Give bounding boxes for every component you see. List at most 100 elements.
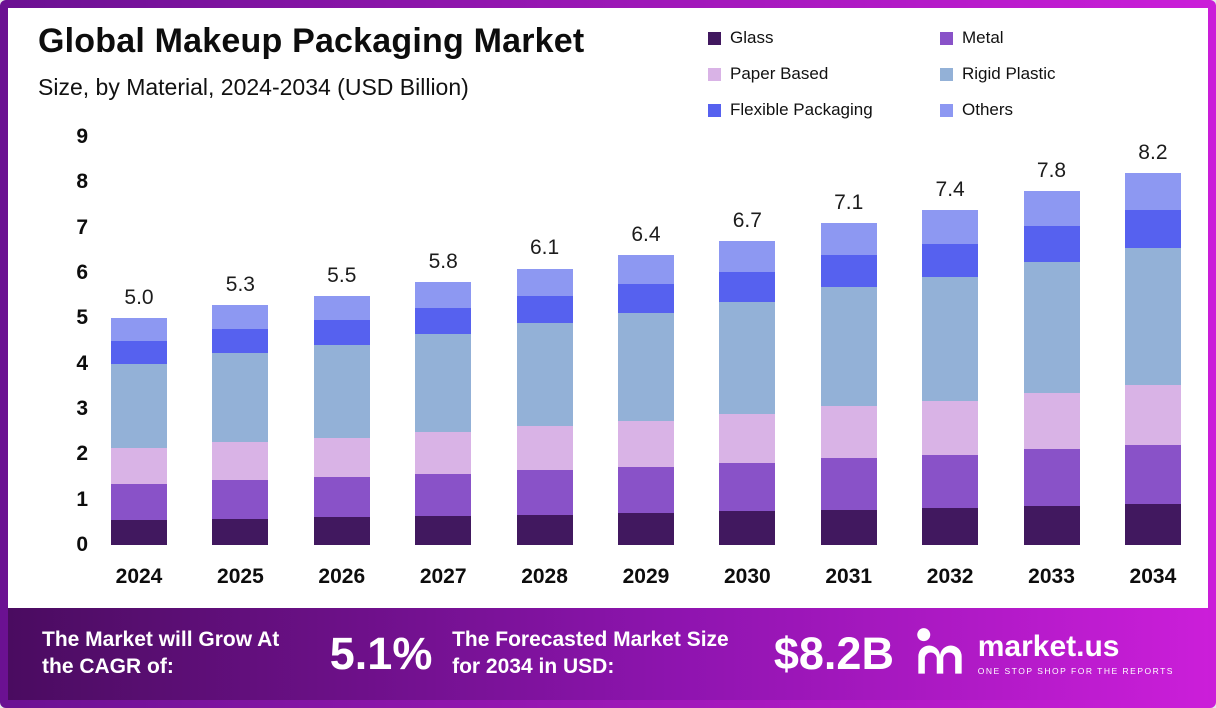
bar-segment-glass — [1124, 504, 1181, 545]
bar-2033: 7.8 — [1023, 137, 1080, 545]
x-axis-label: 2034 — [1129, 565, 1177, 588]
bar-2028: 6.1 — [516, 137, 573, 545]
cagr-value: 5.1% — [329, 628, 433, 679]
bar-segment-glass — [617, 513, 674, 545]
bar-segment-paper-based — [820, 406, 877, 458]
y-axis-label: 2 — [76, 442, 88, 466]
brand-name: market.us — [977, 630, 1120, 663]
bar-segment-flexible-packaging — [1023, 226, 1080, 262]
bar-segment-rigid-plastic — [719, 302, 776, 415]
bar-segment-metal — [617, 467, 674, 514]
forecast-value: $8.2B — [773, 628, 894, 679]
bar-column-2034: 8.2 2034 — [1122, 137, 1184, 589]
bar-segment-others — [516, 268, 573, 296]
bar-segment-glass — [415, 516, 472, 545]
x-axis-label: 2027 — [419, 565, 467, 588]
bar-segment-glass — [212, 518, 269, 545]
brand-logo: market.us ONE STOP SHOP FOR THE REPORTS — [914, 626, 1174, 683]
bar-2024: 5.0 — [111, 137, 167, 545]
y-axis-label: 8 — [76, 170, 88, 194]
footer-banner: The Market will Grow At the CAGR of: 5.1… — [8, 608, 1208, 700]
bar-2029: 6.4 — [617, 137, 674, 545]
bar-total-label: 7.4 — [935, 177, 965, 201]
bar-segment-flexible-packaging — [1124, 210, 1181, 248]
legend-swatch-flexible-packaging-icon — [708, 103, 721, 117]
bar-segment-rigid-plastic — [111, 363, 167, 448]
x-axis-label: 2031 — [825, 565, 873, 588]
legend-item-flexible-packaging: Flexible Packaging — [708, 100, 940, 120]
y-axis-label: 5 — [76, 306, 88, 330]
bar-segment-others — [111, 318, 167, 342]
bar-2031: 7.1 — [820, 137, 877, 545]
brand-logo-icon — [914, 626, 966, 683]
bar-segment-rigid-plastic — [820, 287, 877, 407]
cagr-label: The Market will Grow At the CAGR of: — [42, 628, 280, 678]
chart-legend: Glass Metal Paper Based Rigid Plastic Flexib… — [708, 28, 1160, 120]
legend-item-glass: Glass — [708, 28, 940, 48]
bar-segment-others — [212, 304, 269, 329]
x-axis-label: 2028 — [521, 565, 568, 588]
bar-column-2033: 7.8 2033 — [1021, 137, 1083, 589]
bar-2027: 5.8 — [415, 137, 472, 545]
bar-segment-flexible-packaging — [719, 271, 776, 303]
bar-segment-paper-based — [719, 414, 776, 463]
bar-segment-metal — [313, 477, 370, 518]
y-axis-label: 7 — [76, 215, 88, 239]
legend-swatch-others-icon — [940, 103, 953, 117]
bar-segment-paper-based — [313, 437, 370, 478]
bar-2026: 5.5 — [313, 137, 370, 545]
bar-segment-paper-based — [922, 401, 979, 455]
bar-segment-rigid-plastic — [415, 334, 472, 432]
legend-item-paper-based: Paper Based — [708, 64, 940, 84]
y-axis: 0 1 2 3 4 5 6 7 8 9 — [36, 125, 88, 556]
bar-segment-rigid-plastic — [313, 345, 370, 438]
bar-total-label: 5.3 — [225, 272, 255, 296]
legend-swatch-metal-icon — [940, 31, 953, 45]
bar-column-2025: 5.3 2025 — [209, 137, 271, 589]
bar-column-2027: 5.8 2027 — [412, 137, 474, 589]
bar-segment-rigid-plastic — [212, 352, 269, 442]
bar-total-label: 6.1 — [529, 236, 560, 260]
bar-2032: 7.4 — [922, 137, 979, 545]
bar-segment-metal — [415, 473, 472, 516]
bar-segment-others — [1023, 191, 1080, 227]
bar-segment-rigid-plastic — [617, 313, 674, 421]
bar-total-label: 6.7 — [732, 209, 762, 233]
bar-segment-paper-based — [415, 431, 472, 474]
bar-segment-glass — [719, 511, 776, 545]
bar-column-2024: 5.0 2024 — [108, 137, 170, 589]
bar-column-2031: 7.1 2031 — [818, 137, 880, 589]
bar-segment-metal — [820, 457, 877, 510]
y-axis-label: 0 — [76, 533, 88, 556]
bar-column-2026: 5.5 2026 — [311, 137, 373, 589]
x-axis-label: 2033 — [1028, 565, 1075, 588]
bar-total-label: 7.1 — [834, 191, 864, 215]
bar-segment-metal — [1124, 444, 1181, 505]
bar-segment-flexible-packaging — [820, 254, 877, 288]
bar-segment-others — [820, 223, 877, 255]
bar-segment-others — [617, 254, 674, 285]
y-axis-label: 1 — [76, 487, 88, 511]
bar-segment-metal — [719, 462, 776, 512]
bar-column-2030: 6.7 2030 — [716, 137, 778, 589]
bar-segment-others — [922, 209, 979, 244]
x-axis-label: 2026 — [318, 565, 366, 588]
legend-item-others: Others — [940, 100, 1160, 120]
legend-label: Flexible Packaging — [730, 100, 873, 119]
bar-total-label: 5.0 — [124, 286, 154, 310]
bar-segment-metal — [212, 480, 269, 519]
bar-segment-glass — [516, 514, 573, 545]
bar-segment-others — [313, 295, 370, 321]
bar-segment-glass — [111, 520, 167, 545]
bar-segment-glass — [922, 508, 979, 545]
bar-2034: 8.2 — [1124, 137, 1181, 545]
bar-column-2029: 6.4 2029 — [615, 137, 677, 589]
bar-2025: 5.3 — [212, 137, 269, 545]
bar-total-label: 5.5 — [327, 263, 357, 287]
bar-segment-glass — [820, 509, 877, 545]
bar-total-label: 7.8 — [1036, 159, 1067, 183]
bar-total-label: 8.2 — [1138, 141, 1168, 165]
legend-label: Metal — [962, 28, 1004, 47]
infographic-canvas: Global Makeup Packaging Market Size, by … — [8, 8, 1208, 700]
